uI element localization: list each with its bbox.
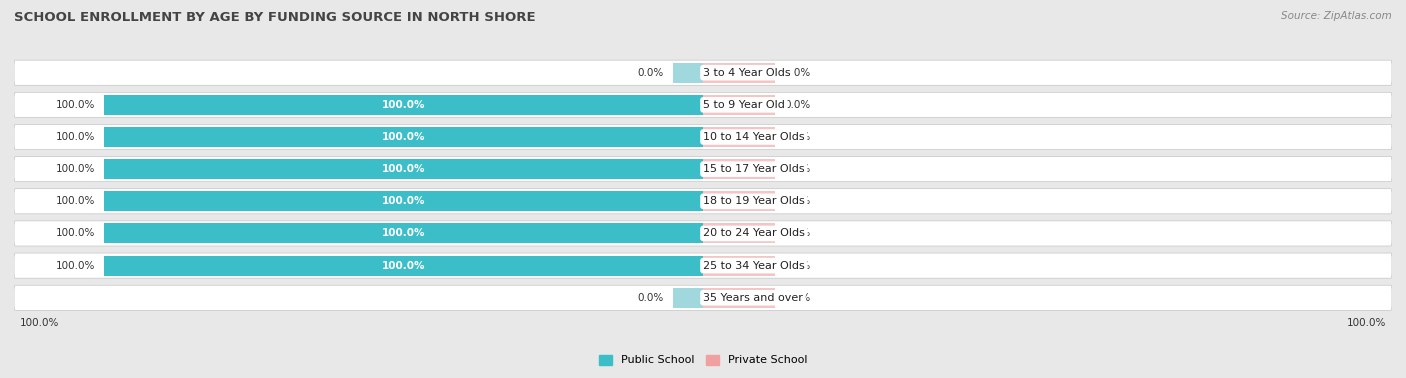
FancyBboxPatch shape <box>14 285 1392 310</box>
Text: 18 to 19 Year Olds: 18 to 19 Year Olds <box>703 196 804 206</box>
FancyBboxPatch shape <box>14 60 1392 85</box>
Bar <box>703 256 775 276</box>
FancyBboxPatch shape <box>14 156 1392 182</box>
Bar <box>703 127 775 147</box>
Bar <box>703 223 775 243</box>
Bar <box>703 95 775 115</box>
Bar <box>104 223 703 243</box>
Text: 100.0%: 100.0% <box>381 260 425 271</box>
Bar <box>104 159 703 179</box>
Bar <box>104 191 703 211</box>
Text: 100.0%: 100.0% <box>56 132 96 142</box>
Bar <box>703 63 775 83</box>
FancyBboxPatch shape <box>14 253 1392 278</box>
Text: 0.0%: 0.0% <box>785 293 810 303</box>
Text: 100.0%: 100.0% <box>56 260 96 271</box>
Text: 100.0%: 100.0% <box>381 196 425 206</box>
Bar <box>104 256 703 276</box>
Text: 0.0%: 0.0% <box>638 293 664 303</box>
Text: 0.0%: 0.0% <box>785 132 810 142</box>
Bar <box>673 288 703 308</box>
Text: 0.0%: 0.0% <box>785 164 810 174</box>
Text: 100.0%: 100.0% <box>381 164 425 174</box>
Text: 100.0%: 100.0% <box>20 318 59 328</box>
Text: 100.0%: 100.0% <box>381 228 425 239</box>
Text: 100.0%: 100.0% <box>56 196 96 206</box>
Text: 0.0%: 0.0% <box>785 68 810 78</box>
Text: 35 Years and over: 35 Years and over <box>703 293 803 303</box>
Bar <box>104 95 703 115</box>
Text: SCHOOL ENROLLMENT BY AGE BY FUNDING SOURCE IN NORTH SHORE: SCHOOL ENROLLMENT BY AGE BY FUNDING SOUR… <box>14 11 536 24</box>
FancyBboxPatch shape <box>14 221 1392 246</box>
Text: 0.0%: 0.0% <box>785 196 810 206</box>
Text: 100.0%: 100.0% <box>381 132 425 142</box>
Bar <box>673 63 703 83</box>
Text: 100.0%: 100.0% <box>1347 318 1386 328</box>
Text: 5 to 9 Year Old: 5 to 9 Year Old <box>703 100 785 110</box>
Text: 10 to 14 Year Olds: 10 to 14 Year Olds <box>703 132 804 142</box>
Text: 25 to 34 Year Olds: 25 to 34 Year Olds <box>703 260 804 271</box>
Text: 0.0%: 0.0% <box>638 68 664 78</box>
Bar <box>703 191 775 211</box>
Bar <box>104 127 703 147</box>
Text: 15 to 17 Year Olds: 15 to 17 Year Olds <box>703 164 804 174</box>
Text: 0.0%: 0.0% <box>785 228 810 239</box>
FancyBboxPatch shape <box>14 124 1392 150</box>
Bar <box>703 159 775 179</box>
FancyBboxPatch shape <box>14 92 1392 118</box>
Legend: Public School, Private School: Public School, Private School <box>595 350 811 370</box>
Text: 100.0%: 100.0% <box>56 100 96 110</box>
Text: 100.0%: 100.0% <box>381 100 425 110</box>
Text: 20 to 24 Year Olds: 20 to 24 Year Olds <box>703 228 804 239</box>
Text: 100.0%: 100.0% <box>56 164 96 174</box>
Text: Source: ZipAtlas.com: Source: ZipAtlas.com <box>1281 11 1392 21</box>
FancyBboxPatch shape <box>14 189 1392 214</box>
Text: 0.0%: 0.0% <box>785 260 810 271</box>
Text: 0.0%: 0.0% <box>785 100 810 110</box>
Text: 100.0%: 100.0% <box>56 228 96 239</box>
Text: 3 to 4 Year Olds: 3 to 4 Year Olds <box>703 68 790 78</box>
Bar <box>703 288 775 308</box>
